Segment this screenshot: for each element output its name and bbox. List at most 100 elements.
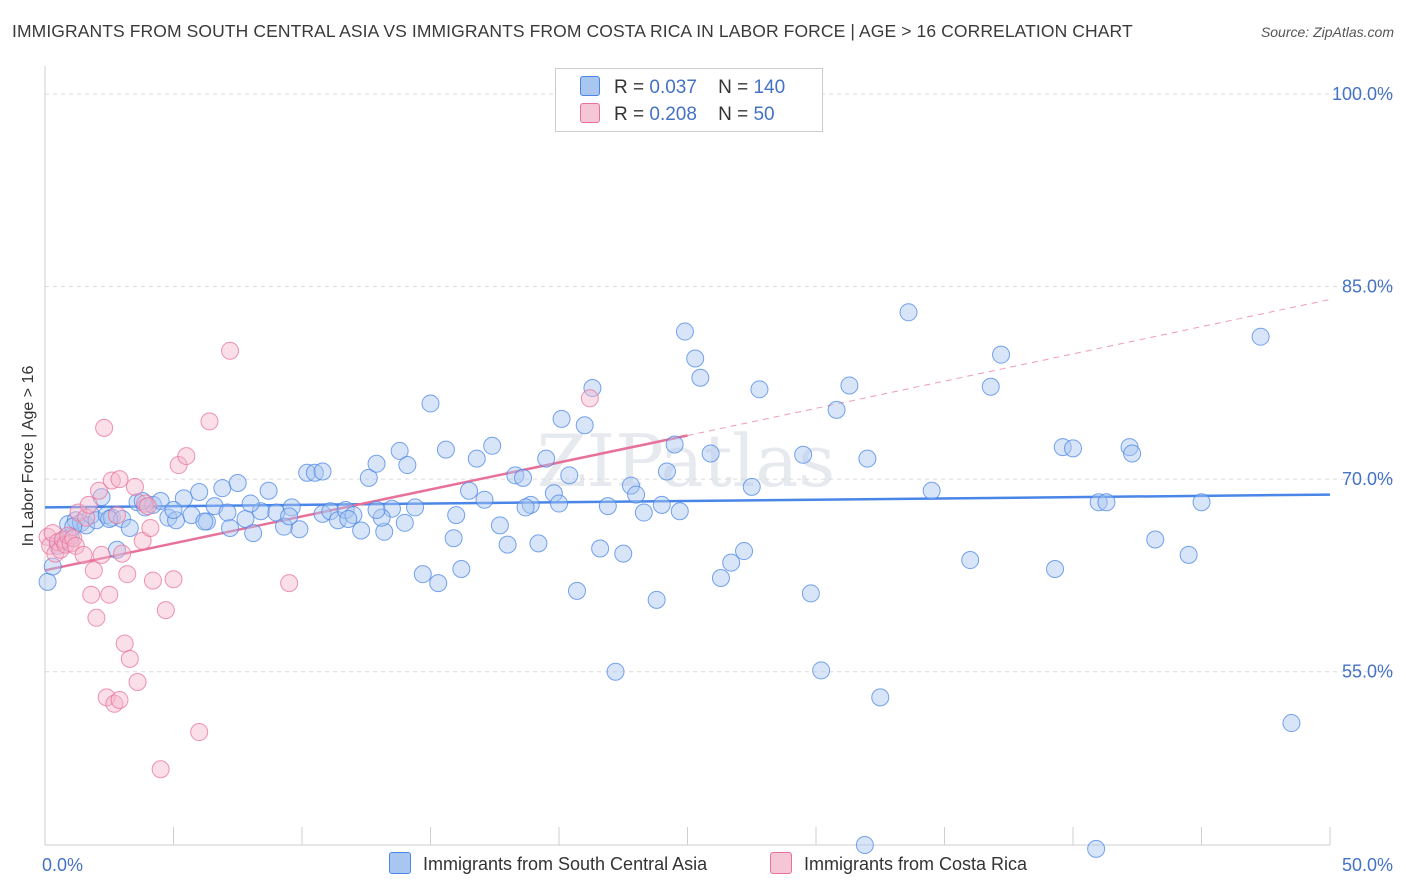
point-south-central-asia [575,416,594,435]
point-south-central-asia [460,481,479,500]
point-costa-rica [82,585,101,604]
point-south-central-asia [992,345,1011,364]
point-south-central-asia [858,449,877,468]
point-costa-rica [95,418,114,437]
r-value: 0.208 [649,104,697,125]
point-south-central-asia [195,512,214,531]
point-costa-rica [113,544,132,563]
point-south-central-asia [483,436,502,455]
point-costa-rica [221,341,240,360]
point-costa-rica [51,540,70,559]
legend-row-south-central-asia: R = 0.037 N = 140 [580,76,785,100]
point-south-central-asia [591,539,610,558]
point-south-central-asia [228,474,247,493]
point-south-central-asia [120,518,139,537]
r-value: 0.037 [649,77,697,98]
point-south-central-asia [352,521,371,540]
y-tick-label: 55.0% [1342,662,1393,682]
trend-extension-costa-rica [687,298,1331,437]
point-south-central-asia [174,489,193,508]
point-south-central-asia [1179,545,1198,564]
point-south-central-asia [1046,560,1065,579]
point-south-central-asia [190,483,209,502]
point-south-central-asia [218,503,237,522]
point-costa-rica [200,412,219,431]
point-south-central-asia [665,435,684,454]
point-south-central-asia [652,495,671,514]
point-south-central-asia [339,509,358,528]
point-south-central-asia [670,502,689,521]
point-costa-rica [280,574,299,593]
point-south-central-asia [567,581,586,600]
point-south-central-asia [840,376,859,395]
point-costa-rica [66,536,85,555]
watermark: ZIPatlas [537,419,835,503]
point-south-central-asia [321,502,340,521]
point-south-central-asia [375,522,394,541]
point-south-central-asia [614,544,633,563]
point-south-central-asia [922,481,941,500]
point-south-central-asia [544,484,563,503]
blue-swatch-icon [389,852,411,874]
point-south-central-asia [537,449,556,468]
point-south-central-asia [444,529,463,548]
point-south-central-asia [1251,327,1270,346]
point-south-central-asia [899,303,918,322]
x-tick-label: 50.0% [1342,855,1393,875]
n-value: 140 [753,77,786,98]
point-south-central-asia [1192,493,1211,512]
point-south-central-asia [421,394,440,413]
chart-source: Source: ZipAtlas.com [1260,24,1394,40]
blue-swatch-icon [580,76,600,96]
legend-item-south-central-asia: Immigrants from South Central Asia [389,852,707,875]
y-tick-label: 70.0% [1342,469,1393,489]
y-tick-label: 100.0% [1332,84,1393,104]
point-south-central-asia [634,503,653,522]
point-south-central-asia [583,379,602,398]
point-south-central-asia [213,479,232,498]
point-south-central-asia [133,491,152,510]
point-costa-rica [138,497,157,516]
legend-label: Immigrants from Costa Rica [804,854,1028,874]
point-south-central-asia [1089,493,1108,512]
point-south-central-asia [1282,714,1301,733]
correlation-legend: R = 0.037 N = 140 R = 0.208 N = 50 [555,68,823,132]
point-costa-rica [115,634,134,653]
point-south-central-asia [251,502,270,521]
point-south-central-asia [1087,839,1106,858]
point-costa-rica [177,447,196,466]
point-south-central-asia [367,500,386,519]
point-south-central-asia [413,565,432,584]
point-costa-rica [79,495,98,514]
point-costa-rica [151,760,170,779]
point-south-central-asia [560,466,579,485]
point-south-central-asia [406,498,425,517]
point-south-central-asia [490,516,509,535]
point-costa-rica [43,524,62,543]
point-south-central-asia [164,500,183,519]
point-south-central-asia [827,400,846,419]
point-south-central-asia [621,476,640,495]
data-points [38,303,1301,858]
point-south-central-asia [794,445,813,464]
point-south-central-asia [1097,493,1116,512]
point-south-central-asia [447,506,466,525]
point-costa-rica [107,506,126,525]
point-south-central-asia [298,463,317,482]
point-south-central-asia [244,524,263,543]
point-south-central-asia [395,513,414,532]
y-axis-label: In Labor Force | Age > 16 [20,366,37,547]
point-south-central-asia [855,836,874,854]
legend-row-costa-rica: R = 0.208 N = 50 [580,103,775,127]
point-south-central-asia [498,535,517,554]
point-south-central-asia [398,456,417,475]
r-label: R = [614,77,645,98]
point-costa-rica [580,389,599,408]
point-south-central-asia [452,560,471,579]
point-south-central-asia [38,572,57,591]
tick-labels: 100.0% 85.0% 70.0% 55.0% 0.0% 50.0% [42,84,1393,875]
point-costa-rica [141,518,160,537]
point-south-central-asia [722,553,741,572]
point-costa-rica [120,649,139,668]
legend-item-costa-rica: Immigrants from Costa Rica [770,852,1027,875]
